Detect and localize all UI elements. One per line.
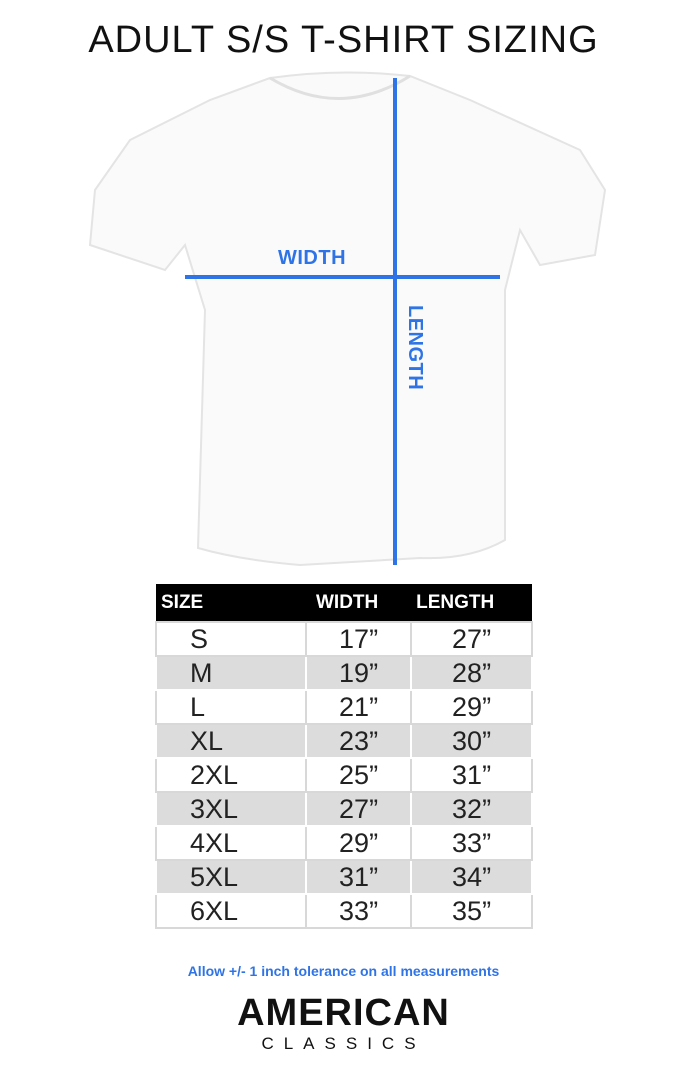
table-row: 2XL 25” 31” [155, 757, 533, 793]
cell-length: 33” [410, 825, 533, 861]
cell-length: 30” [410, 723, 533, 759]
tshirt-outline [88, 71, 607, 567]
cell-length: 32” [410, 791, 533, 827]
cell-width: 21” [304, 689, 413, 725]
cell-length: 31” [410, 757, 533, 793]
cell-width: 27” [304, 791, 413, 827]
table-row: 4XL 29” 33” [155, 825, 533, 861]
table-row: 6XL 33” 35” [155, 893, 533, 929]
table-row: S 17” 27” [155, 621, 533, 657]
tolerance-note: Allow +/- 1 inch tolerance on all measur… [187, 963, 500, 979]
table-body: S 17” 27” M 19” 28” L 21” 29” XL 23” 30” 2XL 25” 31” 3X… [155, 621, 533, 929]
cell-size: L [155, 689, 307, 725]
table-row: L 21” 29” [155, 689, 533, 725]
cell-length: 29” [410, 689, 533, 725]
cell-width: 19” [304, 655, 413, 691]
logo-classics: CLASSICS [261, 1034, 426, 1053]
cell-width: 25” [304, 757, 413, 793]
table-row: 5XL 31” 34” [155, 859, 533, 895]
cell-width: 23” [304, 723, 413, 759]
cell-length: 27” [410, 621, 533, 657]
table-row: 3XL 27” 32” [155, 791, 533, 827]
size-table: SIZE WIDTH LENGTH S 17” 27” M 19” 28” L 21” 29” X… [155, 584, 533, 929]
cell-size: 3XL [155, 791, 307, 827]
cell-length: 35” [410, 893, 533, 929]
width-label: WIDTH [278, 247, 347, 269]
header-length: LENGTH [411, 584, 532, 622]
cell-size: XL [155, 723, 307, 759]
cell-width: 33” [304, 893, 413, 929]
logo-american: AMERICAN [237, 992, 450, 1034]
tshirt-diagram [88, 71, 607, 567]
cell-size: 6XL [155, 893, 307, 929]
cell-size: M [155, 655, 307, 691]
cell-size: 5XL [155, 859, 307, 895]
cell-size: 4XL [155, 825, 307, 861]
table-row: M 19” 28” [155, 655, 533, 691]
header-width: WIDTH [306, 584, 412, 622]
header-size: SIZE [156, 584, 306, 622]
cell-width: 17” [304, 621, 413, 657]
cell-width: 29” [304, 825, 413, 861]
cell-width: 31” [304, 859, 413, 895]
page-title: ADULT S/S T-SHIRT SIZING [88, 19, 599, 61]
cell-length: 34” [410, 859, 533, 895]
length-label: LENGTH [404, 305, 426, 391]
cell-size: 2XL [155, 757, 307, 793]
cell-length: 28” [410, 655, 533, 691]
table-row: XL 23” 30” [155, 723, 533, 759]
cell-size: S [155, 621, 307, 657]
table-header-row: SIZE WIDTH LENGTH [156, 584, 532, 622]
